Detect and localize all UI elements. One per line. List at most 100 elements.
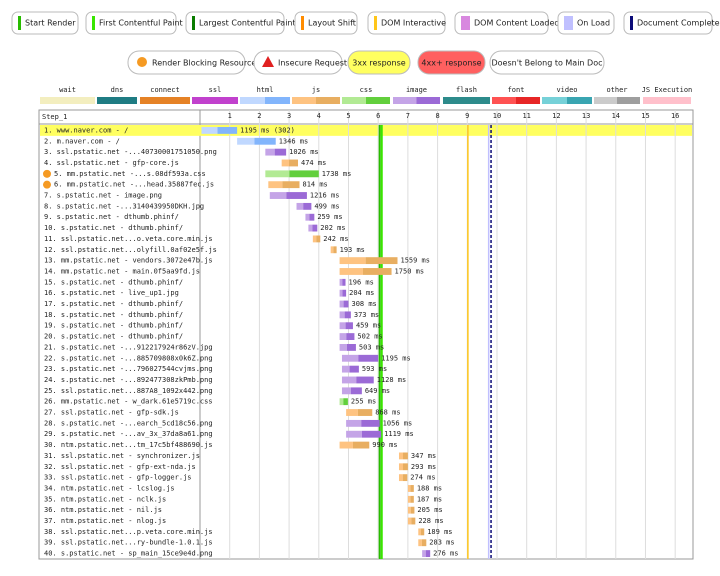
legend-swatch: [630, 16, 633, 30]
request-bar: [330, 246, 337, 254]
request-wait: [346, 409, 358, 416]
request-timing: 503 ms: [359, 343, 384, 351]
request-download: [420, 528, 425, 536]
request-bar: [418, 539, 427, 547]
row-label: 17. s.pstatic.net - dthumb.phinf/: [44, 300, 183, 308]
request-bar: [346, 409, 373, 416]
request-bar: [305, 213, 315, 221]
request-download: [282, 181, 300, 189]
x-tick-label: 12: [552, 112, 560, 120]
request-download: [358, 354, 379, 362]
blocking-icon: [43, 180, 51, 189]
legend-label: Layout Shift: [308, 19, 356, 28]
request-bar: [341, 365, 359, 373]
x-tick-label: 6: [376, 112, 380, 120]
request-bar: [265, 148, 287, 156]
request-download: [346, 333, 355, 340]
request-bar: [339, 289, 347, 297]
row-label: 28. s.pstatic.net -...earch_5cd18c56.png: [44, 419, 213, 427]
request-wait: [346, 430, 362, 438]
row-label: 22. s.pstatic.net -...885709808x0k6Z.png: [44, 354, 213, 362]
request-wait: [339, 441, 353, 449]
request-bar: [339, 268, 392, 275]
step-label: Step_1: [42, 113, 67, 121]
key-swatch: [97, 97, 117, 104]
row-label: 26. mm.pstatic.net - w_dark.61e5719c.css: [44, 398, 213, 406]
legend-swatch: [92, 16, 95, 30]
key-swatch: [117, 97, 137, 104]
x-tick-label: 11: [522, 112, 530, 120]
legend-item: [367, 11, 446, 35]
request-timing: 205 ms: [417, 506, 442, 514]
row-label: 35. ntm.pstatic.net - nclk.js: [44, 495, 166, 503]
request-download: [361, 430, 382, 438]
request-timing: 189 ms: [427, 528, 452, 536]
key-swatch: [240, 97, 265, 104]
request-download: [357, 409, 373, 416]
request-bar: [407, 506, 415, 514]
request-bar: [398, 463, 408, 471]
request-wait: [237, 137, 255, 145]
request-timing: 242 ms: [323, 235, 348, 243]
request-bar: [296, 202, 312, 210]
badge: [253, 50, 343, 75]
request-bar: [312, 235, 321, 243]
key-label: other: [606, 86, 627, 94]
row-label: 20. s.pstatic.net - dthumb.phinf/: [44, 333, 183, 341]
request-wait: [341, 365, 350, 373]
request-download: [274, 148, 287, 156]
request-timing: 188 ms: [417, 484, 442, 492]
request-download: [365, 257, 398, 265]
request-wait: [339, 268, 363, 275]
request-download: [361, 419, 380, 427]
row-label: 36. ntm.pstatic.net - nil.js: [44, 506, 162, 514]
request-wait: [330, 246, 334, 254]
row-label: 30. ntm.pstatic.net...tm_17c5bf488690.js: [44, 441, 213, 449]
request-wait: [268, 181, 283, 189]
x-tick-label: 7: [406, 112, 410, 120]
request-wait: [339, 300, 344, 308]
key-label: css: [360, 86, 373, 94]
x-tick-label: 8: [435, 112, 439, 120]
request-bar: [407, 495, 414, 503]
legend-item: [454, 11, 549, 35]
key-label: connect: [150, 86, 180, 94]
x-tick-label: 4: [317, 112, 321, 120]
row-label: 23. s.pstatic.net -...796027544cvjms.png: [44, 365, 213, 373]
waterfall-frame: [38, 109, 694, 560]
row-label: 27. ssl.pstatic.net - gfp-sdk.js: [44, 409, 179, 417]
request-timing: 1195 ms: [381, 354, 411, 362]
key-swatch: [516, 97, 540, 104]
request-timing: 459 ms: [356, 322, 381, 330]
x-tick-label: 10: [493, 112, 501, 120]
request-bar: [398, 452, 408, 460]
key-swatch: [643, 97, 667, 104]
request-download: [345, 322, 353, 330]
row-label: 29. s.pstatic.net -...av_3x_37da8a61.png: [44, 430, 213, 438]
request-wait: [339, 333, 347, 340]
request-bar: [265, 170, 319, 178]
x-tick-label: 16: [671, 112, 679, 120]
key-swatch: [192, 97, 215, 104]
request-wait: [422, 550, 426, 557]
request-wait: [265, 170, 290, 178]
request-download: [402, 463, 408, 471]
row-label: 32. ssl.pstatic.net - gfp-ext-nda.js: [44, 463, 196, 471]
request-timing: 202 ms: [320, 224, 345, 232]
key-swatch: [366, 97, 390, 104]
request-download: [410, 485, 414, 492]
request-wait: [418, 528, 421, 536]
row-label: 24. s.pstatic.net -...892477308zkPmb.png: [44, 376, 213, 384]
request-bar: [339, 257, 398, 265]
x-tick-label: 14: [612, 112, 620, 120]
row-label: 33. ssl.pstatic.net - gfp-logger.js: [44, 474, 192, 482]
legend-swatch: [192, 16, 195, 30]
request-bar: [346, 430, 382, 438]
request-download: [342, 289, 347, 297]
request-bar: [339, 441, 370, 449]
request-wait: [407, 506, 411, 514]
request-download: [316, 235, 321, 243]
key-swatch: [342, 97, 366, 104]
request-timing: 1750 ms: [395, 267, 425, 275]
x-tick-label: 9: [465, 112, 469, 120]
